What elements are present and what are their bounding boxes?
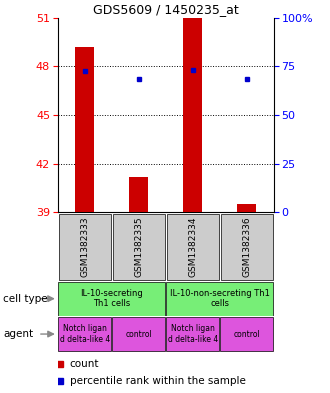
Text: GSM1382336: GSM1382336: [242, 216, 251, 277]
Bar: [58, 282, 165, 316]
Text: agent: agent: [3, 329, 33, 339]
Bar: [59, 214, 111, 280]
Text: count: count: [70, 358, 99, 369]
Text: control: control: [234, 330, 260, 338]
Text: GSM1382333: GSM1382333: [80, 216, 89, 277]
Bar: [166, 282, 273, 316]
Text: IL-10-secreting
Th1 cells: IL-10-secreting Th1 cells: [81, 289, 143, 309]
Bar: [75, 47, 94, 212]
Bar: [221, 214, 273, 280]
Bar: [113, 214, 165, 280]
Bar: [220, 317, 273, 351]
Title: GDS5609 / 1450235_at: GDS5609 / 1450235_at: [93, 4, 239, 17]
Text: Notch ligan
d delta-like 4: Notch ligan d delta-like 4: [168, 324, 218, 344]
Bar: [167, 214, 219, 280]
Text: GSM1382335: GSM1382335: [134, 216, 143, 277]
Text: Notch ligan
d delta-like 4: Notch ligan d delta-like 4: [60, 324, 110, 344]
Text: control: control: [125, 330, 152, 338]
Bar: [183, 18, 202, 212]
Text: GSM1382334: GSM1382334: [188, 217, 197, 277]
Bar: [129, 176, 148, 212]
Bar: [237, 204, 256, 212]
Text: IL-10-non-secreting Th1
cells: IL-10-non-secreting Th1 cells: [170, 289, 270, 309]
Text: cell type: cell type: [3, 294, 48, 304]
Bar: [58, 317, 111, 351]
Bar: [166, 317, 219, 351]
Text: percentile rank within the sample: percentile rank within the sample: [70, 376, 246, 386]
Bar: [112, 317, 165, 351]
